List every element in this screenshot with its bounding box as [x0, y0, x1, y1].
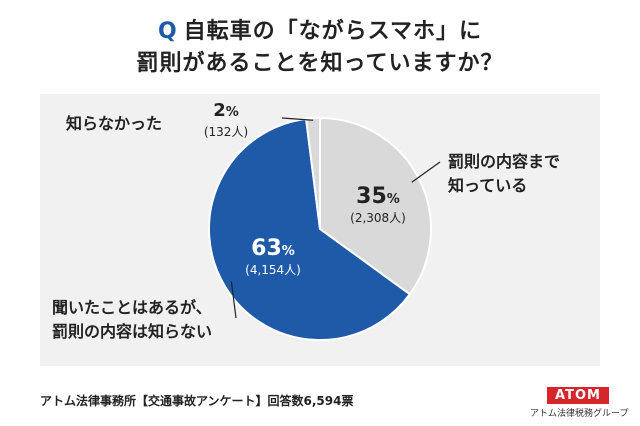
pie-slice-heard-but-unknown [208, 117, 412, 341]
slice-label-know-content: 罰則の内容まで 知っている [448, 152, 561, 195]
leader-line-know-content [411, 161, 441, 183]
leader-line-heard-but-unknown [230, 281, 237, 319]
title-line-2: 罰則があることを知っていますか？ [136, 51, 504, 76]
chart-title: Q 自転車の「ながらスマホ」に 罰則があることを知っていますか？ [0, 16, 640, 80]
slice-label-did-not-know: 知らなかった [66, 114, 163, 133]
slice-value-heard-but-unknown: 63% (4,154人) [245, 236, 301, 277]
logo-subtitle: アトム法律税務グループ [530, 409, 629, 419]
logo-mark: ATOM [547, 387, 609, 404]
atom-logo: ATOM アトム法律税務グループ [530, 384, 629, 419]
leader-line-did-not-know [281, 117, 314, 121]
slice-value-know-content: 35% (2,308人) [350, 184, 406, 225]
pie-slice-did-not-know [304, 116, 321, 230]
title-line-1: 自転車の「ながらスマホ」に [183, 19, 483, 44]
survey-source: アトム法律事務所【交通事故アンケート】回答数6,594票 [40, 394, 354, 408]
question-mark-icon: Q [157, 19, 178, 44]
pie-slice-know-content [319, 116, 432, 296]
slice-value-did-not-know: 2% (132人) [203, 100, 249, 139]
slice-label-heard-but-unknown: 聞いたことはあるが、 罰則の内容は知らない [52, 298, 213, 341]
